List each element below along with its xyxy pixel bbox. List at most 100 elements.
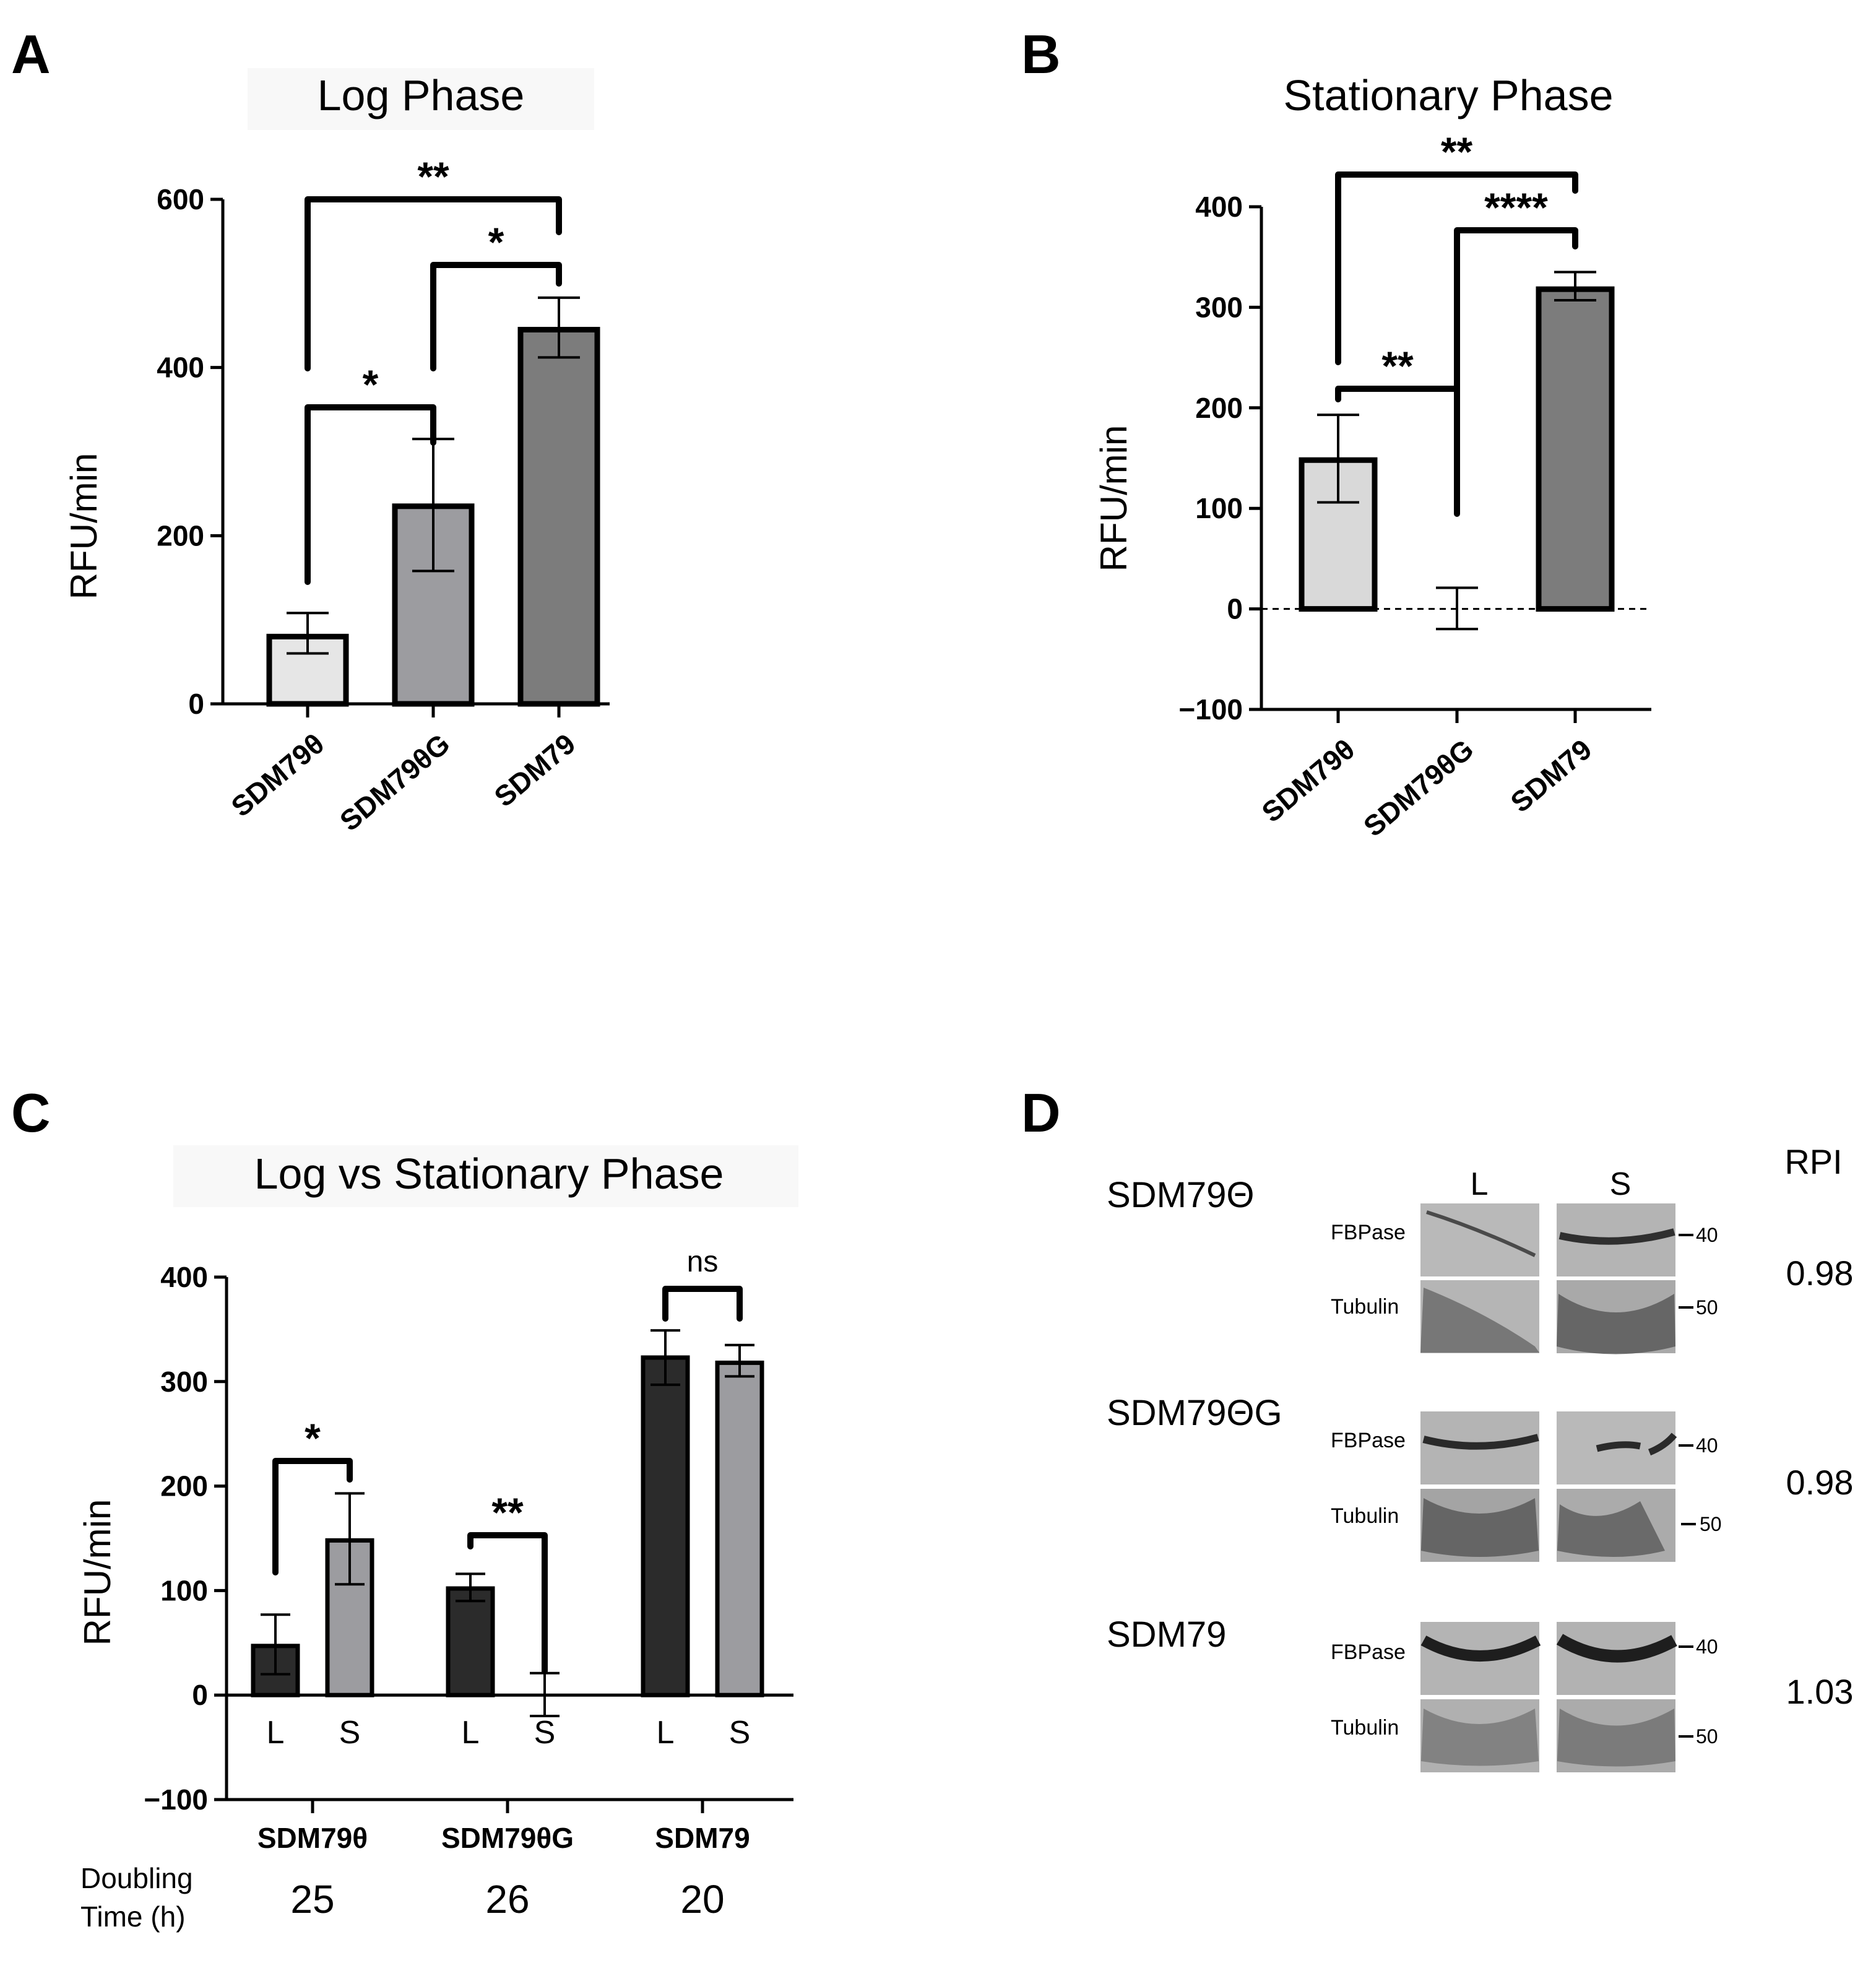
rpi-header: RPI (1784, 1142, 1842, 1181)
lane-label-s: S (1610, 1166, 1632, 1202)
x-group-label: SDM79θ (257, 1822, 368, 1854)
lane-label-l: L (1471, 1166, 1489, 1202)
significance-label: ** (491, 1489, 524, 1535)
y-tick-label: 400 (157, 352, 204, 384)
bar (517, 327, 600, 707)
blot-sample-name: SDM79Θ (1107, 1175, 1255, 1215)
significance-label: ns (687, 1246, 719, 1278)
significance-label: ** (1381, 343, 1414, 389)
series-label: L (267, 1715, 285, 1751)
series-label: S (534, 1715, 556, 1751)
significance-bracket (1335, 171, 1578, 365)
y-tick-label: 400 (1195, 191, 1243, 223)
y-tick-label: 200 (157, 519, 204, 552)
blot-row-label-tubulin: Tubulin (1331, 1504, 1399, 1528)
chart-c-title: Log vs Stationary Phase (254, 1150, 724, 1198)
significance-label: **** (1484, 184, 1548, 230)
y-tick-label: 200 (1195, 392, 1243, 424)
rpi-value: 1.03 (1786, 1672, 1854, 1711)
doubling-label-line1: Doubling (80, 1862, 193, 1894)
blot-row-label-fbpase: FBPase (1331, 1640, 1406, 1664)
doubling-time-value: 26 (485, 1877, 529, 1922)
x-group-label: SDM79 (655, 1822, 750, 1854)
marker-40: 40 (1696, 1636, 1718, 1658)
y-tick-label: 100 (160, 1574, 208, 1606)
blot-row-label-tubulin: Tubulin (1331, 1716, 1399, 1740)
y-tick-label: 600 (157, 183, 204, 215)
panel-label-a: A (11, 24, 51, 85)
chart-c: Log vs Stationary Phase RFU/min Doubling… (77, 1145, 798, 1933)
chart-a-title: Log Phase (318, 71, 525, 119)
bar (715, 1360, 764, 1697)
doubling-label-line2: Time (h) (80, 1900, 186, 1933)
doubling-time-value: 20 (680, 1877, 724, 1922)
x-category-label: SDM79θ (1255, 733, 1360, 828)
x-category-label: SDM79θG (334, 727, 456, 837)
significance-bracket (305, 196, 562, 371)
fbpase-band (1426, 1210, 1536, 1257)
tubulin-band (1557, 1501, 1665, 1557)
marker-40: 40 (1696, 1224, 1718, 1246)
fbpase-band (1558, 1228, 1675, 1245)
fbpase-band (1596, 1432, 1677, 1456)
tubulin-band (1421, 1709, 1539, 1766)
significance-bracket (272, 1458, 353, 1575)
fbpase-band (1420, 1636, 1541, 1662)
x-category-label: SDM79θG (1357, 733, 1479, 843)
x-group-label: SDM79θG (441, 1822, 574, 1854)
tubulin-band (1421, 1498, 1539, 1557)
significance-label: ** (417, 154, 449, 199)
rpi-value: 0.98 (1786, 1254, 1854, 1293)
x-category-label: SDM79θ (225, 727, 330, 823)
chart-c-ylabel: RFU/min (77, 1499, 118, 1646)
y-tick-label: 400 (160, 1261, 208, 1293)
chart-b: Stationary Phase RFU/min −100 0 100 200 300 4… (1093, 71, 1651, 843)
significance-label: * (305, 1415, 321, 1461)
chart-a-ylabel: RFU/min (63, 453, 105, 600)
significance-bracket (662, 1286, 743, 1322)
panel-label-c: C (11, 1082, 51, 1143)
significance-label: ** (1441, 129, 1473, 175)
doubling-time-value: 25 (290, 1877, 334, 1922)
title-backdrop (173, 1145, 798, 1207)
blot-row-label-fbpase: FBPase (1331, 1429, 1406, 1452)
blot-sample-name: SDM79ΘG (1107, 1393, 1282, 1433)
bar (446, 1586, 495, 1697)
marker-50: 50 (1696, 1725, 1718, 1748)
significance-label: * (363, 362, 379, 407)
chart-b-title: Stationary Phase (1283, 71, 1613, 119)
bar (1536, 286, 1615, 612)
panel-label-b: B (1021, 24, 1061, 85)
rpi-value: 0.98 (1786, 1463, 1854, 1502)
series-label: S (339, 1715, 361, 1751)
x-category-label: SDM79 (488, 727, 581, 813)
chart-a: Log Phase RFU/min 0 200 400 600 SDM79θ SDM79θ… (63, 68, 610, 837)
blot-sample-name: SDM79 (1107, 1614, 1226, 1655)
significance-bracket (305, 404, 436, 585)
panel-label-d: D (1021, 1082, 1061, 1143)
series-label: S (729, 1715, 751, 1751)
tubulin-band (1557, 1294, 1675, 1354)
y-tick-label: 0 (188, 688, 204, 720)
significance-label: * (488, 219, 504, 265)
y-tick-label: 300 (160, 1366, 208, 1398)
bar (641, 1355, 690, 1697)
marker-50: 50 (1700, 1513, 1722, 1535)
tubulin-band (1420, 1288, 1539, 1353)
blot-row-label-tubulin: Tubulin (1331, 1295, 1399, 1319)
y-tick-label: 200 (160, 1470, 208, 1502)
title-backdrop (248, 68, 594, 130)
significance-bracket (1454, 227, 1578, 514)
y-tick-label: −100 (1178, 693, 1243, 726)
chart-b-ylabel: RFU/min (1093, 425, 1135, 572)
blot-row-label-fbpase: FBPase (1331, 1221, 1406, 1244)
tubulin-band (1557, 1709, 1675, 1767)
y-tick-label: 300 (1195, 291, 1243, 323)
marker-40: 40 (1696, 1434, 1718, 1457)
y-tick-label: 100 (1195, 492, 1243, 524)
fbpase-band (1556, 1634, 1677, 1663)
y-tick-label: 0 (192, 1679, 208, 1711)
series-label: L (657, 1715, 675, 1751)
marker-50: 50 (1696, 1296, 1718, 1319)
